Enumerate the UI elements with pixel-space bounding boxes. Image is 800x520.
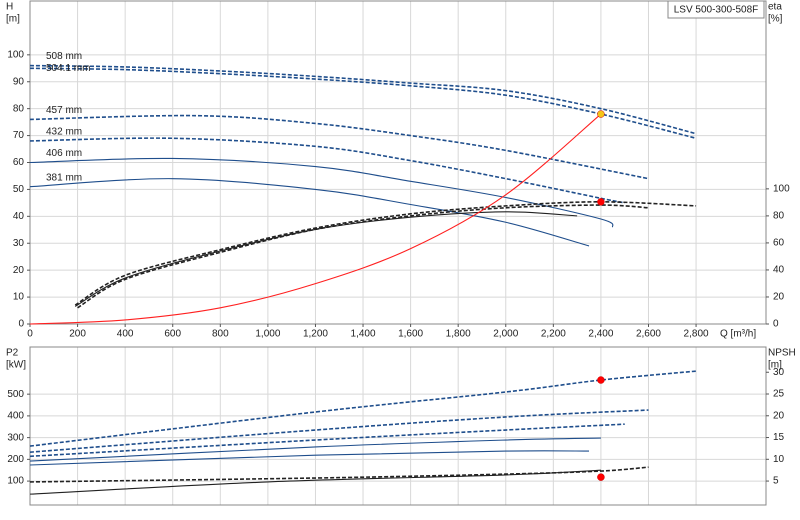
y-tick-label: 100 xyxy=(7,476,24,487)
y2-tick-label: 5 xyxy=(773,476,779,487)
y2-tick-label: 40 xyxy=(773,265,785,276)
x-tick-label: 200 xyxy=(69,329,86,340)
curve xyxy=(29,157,614,228)
y-tick-label: 20 xyxy=(13,265,25,276)
curve xyxy=(29,466,649,483)
y-tick-label: 90 xyxy=(13,76,25,87)
curve xyxy=(77,204,649,309)
y-tick-label: 40 xyxy=(13,211,25,222)
x-tick-label: 1,000 xyxy=(255,329,280,340)
curve-label: 504.1 mm xyxy=(46,63,90,74)
x-tick-label: 400 xyxy=(117,329,134,340)
y2-tick-label: 25 xyxy=(773,389,785,400)
y-axis-unit: [kW] xyxy=(6,360,26,371)
x-tick-label: 0 xyxy=(27,329,33,340)
y2-tick-label: 30 xyxy=(773,367,785,378)
x-tick-label: 1,800 xyxy=(446,329,471,340)
y2-tick-label: 60 xyxy=(773,238,785,249)
curve xyxy=(74,211,578,307)
y-tick-label: 200 xyxy=(7,454,24,465)
x-tick-label: 1,200 xyxy=(303,329,328,340)
y-tick-label: 400 xyxy=(7,411,24,422)
y2-tick-label: 80 xyxy=(773,211,785,222)
y-tick-label: 60 xyxy=(13,157,25,168)
curve xyxy=(29,114,649,180)
curve-label: 508 mm xyxy=(46,51,82,62)
curve xyxy=(29,469,601,495)
y-tick-label: 500 xyxy=(7,389,24,400)
y2-tick-label: 20 xyxy=(773,410,785,421)
y2-axis-label: NPSH xyxy=(768,348,796,359)
y-tick-label: 30 xyxy=(13,238,25,249)
operating-point xyxy=(597,473,605,481)
y2-tick-label: 10 xyxy=(773,454,785,465)
y2-axis-unit: [%] xyxy=(768,14,783,25)
y-tick-label: 50 xyxy=(13,184,25,195)
y-axis-unit: [m] xyxy=(6,14,20,25)
y2-tick-label: 20 xyxy=(773,292,785,303)
x-tick-label: 800 xyxy=(212,329,229,340)
x-tick-label: 600 xyxy=(164,329,181,340)
x-axis-label: Q [m³/h] xyxy=(720,329,756,340)
x-tick-label: 2,200 xyxy=(541,329,566,340)
x-tick-label: 2,600 xyxy=(636,329,661,340)
y-tick-label: 80 xyxy=(13,103,25,114)
y-tick-label: 100 xyxy=(7,49,24,60)
y2-axis-unit: [m] xyxy=(768,360,782,371)
curve xyxy=(29,437,601,462)
curve-label: 432 mm xyxy=(46,127,82,138)
y-tick-label: 0 xyxy=(18,319,24,330)
operating-point xyxy=(597,198,605,206)
curve xyxy=(29,409,649,453)
curve-label: 406 mm xyxy=(46,148,82,159)
operating-point xyxy=(597,110,605,118)
curve xyxy=(74,201,697,306)
y-axis-label: P2 xyxy=(6,348,19,359)
y2-tick-label: 15 xyxy=(773,432,785,443)
y-axis-label: H xyxy=(6,2,13,13)
curve xyxy=(29,370,697,447)
x-tick-label: 1,600 xyxy=(398,329,423,340)
x-tick-label: 1,400 xyxy=(351,329,376,340)
y2-axis-label: eta xyxy=(768,2,782,13)
curve xyxy=(29,64,697,135)
y-tick-label: 300 xyxy=(7,432,24,443)
title-box xyxy=(667,0,765,19)
curve xyxy=(29,423,625,458)
curve xyxy=(29,67,697,140)
y-tick-label: 70 xyxy=(13,130,25,141)
chart-title: LSV 500-300-508F xyxy=(674,5,759,16)
x-tick-label: 2,400 xyxy=(588,329,613,340)
curve-label: 457 mm xyxy=(46,105,82,116)
curve xyxy=(29,178,590,247)
plot-frame xyxy=(29,346,767,506)
curve xyxy=(29,450,590,466)
y-tick-label: 10 xyxy=(13,292,25,303)
curve-label: 381 mm xyxy=(46,172,82,183)
y2-tick-label: 100 xyxy=(773,183,790,194)
operating-point xyxy=(597,376,605,384)
curve xyxy=(29,137,625,204)
x-tick-label: 2,800 xyxy=(684,329,709,340)
y2-tick-label: 0 xyxy=(773,319,779,330)
x-tick-label: 2,000 xyxy=(493,329,518,340)
curve xyxy=(29,113,602,325)
